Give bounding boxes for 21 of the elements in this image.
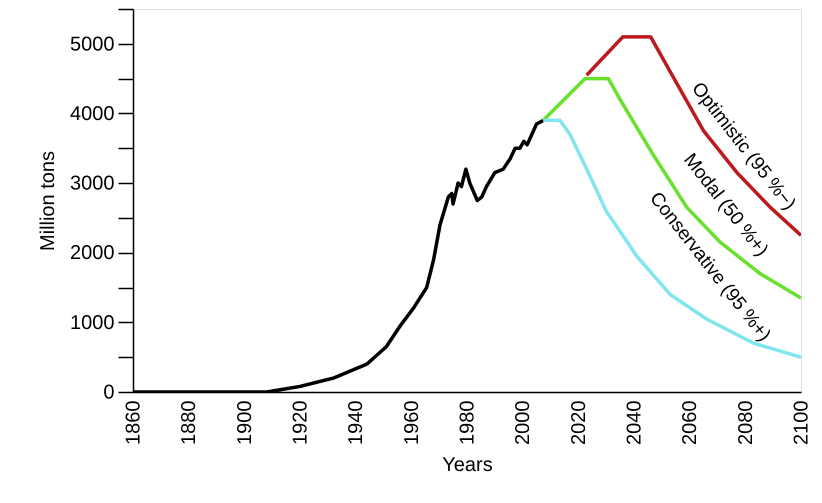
x-tick-label: 1900: [234, 400, 256, 445]
y-tick-label: 4000: [70, 102, 114, 125]
y-tick-label: 0: [103, 382, 114, 404]
y-tick-label: 1000: [70, 312, 114, 334]
x-tick-label: 1920: [290, 400, 312, 445]
y-tick-label: 5000: [70, 33, 114, 56]
x-tick-label: 2020: [568, 400, 590, 445]
x-tick-label: 1880: [178, 400, 200, 445]
x-tick-label: 1860: [122, 400, 144, 445]
x-tick-label: 2000: [512, 400, 534, 445]
x-axis-title: Years: [442, 454, 493, 476]
x-tick-label: 2060: [679, 400, 702, 445]
x-tick-label: 2040: [624, 400, 646, 445]
x-tick-label: 2080: [734, 400, 757, 445]
y-axis-title: Million tons: [37, 150, 60, 252]
x-tick-label: 2100: [790, 400, 812, 445]
x-tick-label: 1980: [456, 400, 478, 445]
y-tick-label: 2000: [70, 242, 114, 264]
x-tick-label: 1960: [400, 400, 423, 445]
x-tick-label: 1940: [345, 400, 368, 445]
y-tick-label: 3000: [70, 172, 114, 195]
